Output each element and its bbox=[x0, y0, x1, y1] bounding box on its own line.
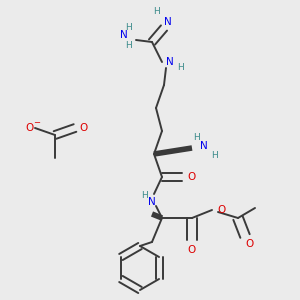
Text: O: O bbox=[187, 172, 195, 182]
Text: N: N bbox=[164, 17, 172, 27]
Text: O: O bbox=[245, 239, 253, 249]
Text: O: O bbox=[79, 123, 87, 133]
Text: N: N bbox=[148, 197, 156, 207]
Text: N: N bbox=[166, 57, 174, 67]
Text: H: H bbox=[194, 134, 200, 142]
Text: O: O bbox=[188, 245, 196, 255]
Text: H: H bbox=[153, 8, 159, 16]
Text: O: O bbox=[25, 123, 33, 133]
Text: N: N bbox=[120, 30, 128, 40]
Text: H: H bbox=[177, 64, 183, 73]
Text: H: H bbox=[126, 40, 132, 50]
Text: N: N bbox=[200, 141, 208, 151]
Text: H: H bbox=[141, 191, 147, 200]
Text: O: O bbox=[218, 205, 226, 215]
Text: H: H bbox=[126, 22, 132, 32]
Text: −: − bbox=[34, 118, 40, 127]
Text: H: H bbox=[211, 152, 218, 160]
